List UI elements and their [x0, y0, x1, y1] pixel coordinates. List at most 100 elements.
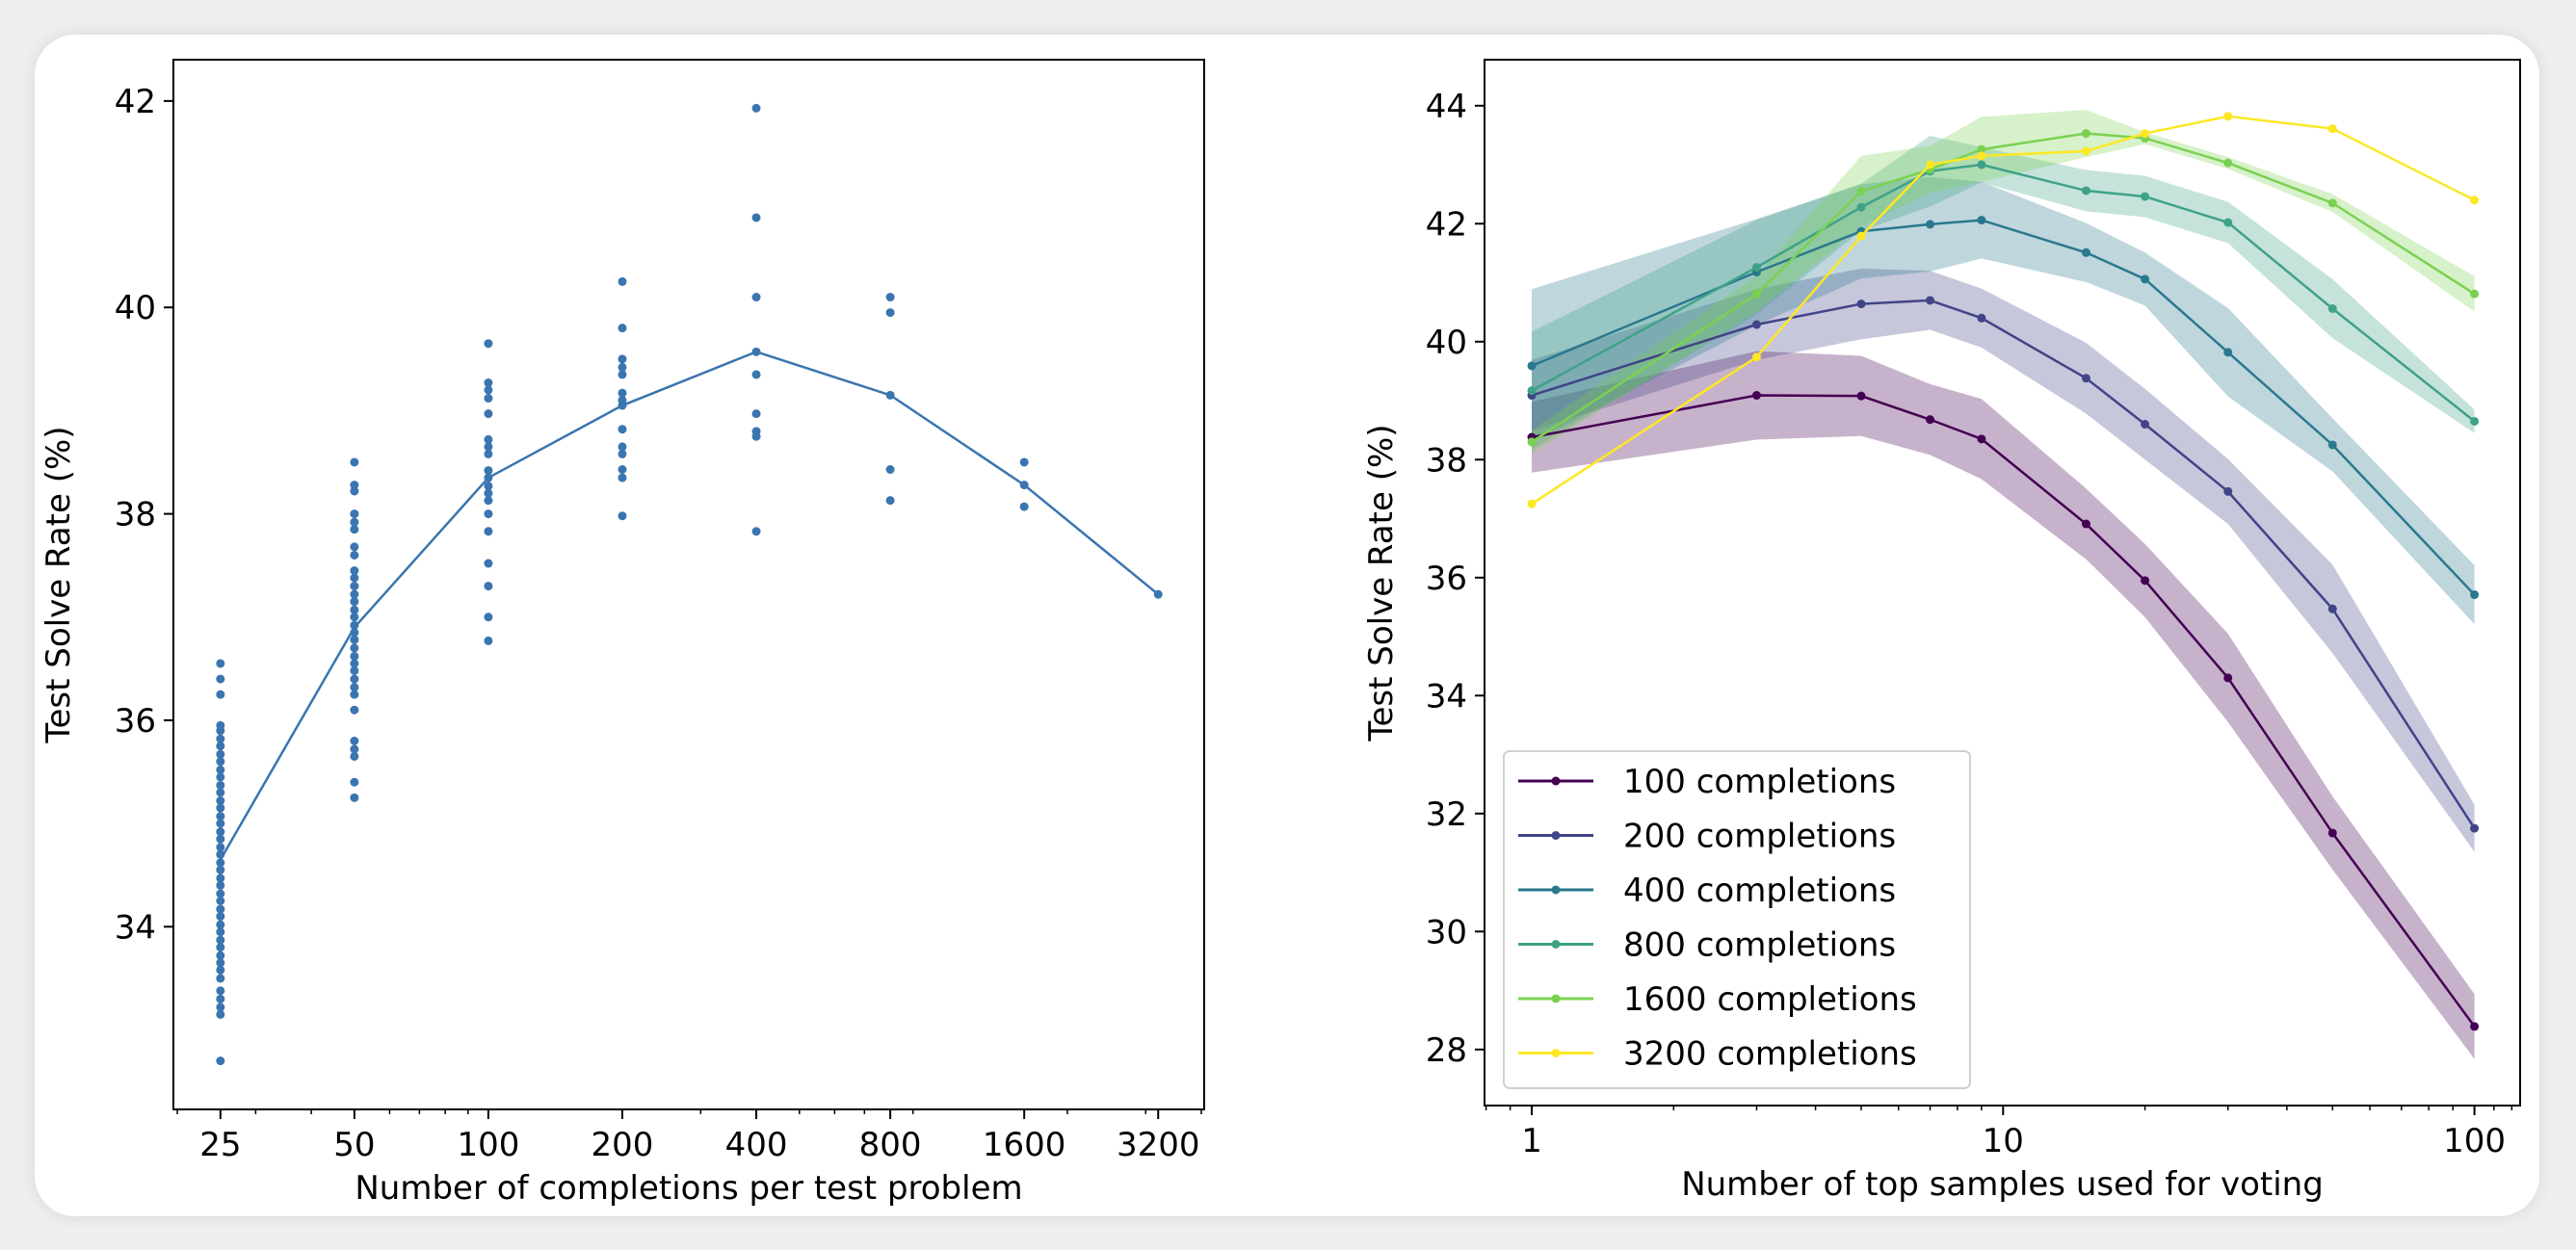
scatter-point [216, 935, 225, 945]
series-point [1977, 216, 1986, 225]
scatter-point [350, 777, 359, 787]
series-point [2327, 604, 2337, 613]
x-axis-label: Number of top samples used for voting [1681, 1165, 2324, 1204]
scatter-point [216, 749, 225, 759]
y-tick-label: 34 [115, 908, 156, 947]
series-line [1531, 163, 2476, 423]
series-point [2081, 519, 2090, 529]
scatter-point [751, 409, 761, 419]
scatter-point [216, 659, 225, 668]
figure-card [35, 35, 2539, 1216]
axes-frame [172, 59, 1205, 1110]
scatter-point [618, 425, 627, 434]
scatter-point [751, 103, 761, 113]
scatter-point [618, 511, 627, 521]
series-point [1527, 437, 1537, 447]
scatter-point [350, 509, 359, 519]
scatter-point [618, 370, 627, 379]
legend-marker [1551, 940, 1561, 949]
scatter-point [350, 582, 359, 591]
scatter-point [751, 293, 761, 302]
series-point [2141, 274, 2150, 284]
legend-label: 200 completions [1623, 818, 1896, 856]
series-point [2327, 198, 2337, 208]
y-tick-label: 42 [115, 83, 156, 121]
series-point [1751, 320, 1761, 329]
scatter-point [216, 927, 225, 937]
y-tick-label: 36 [115, 702, 156, 741]
scatter-point [484, 409, 493, 419]
x-tick-label: 400 [725, 1126, 788, 1164]
scatter-point [216, 780, 225, 790]
scatter-point [350, 620, 359, 630]
scatter-point [484, 559, 493, 568]
scatter-point [216, 690, 225, 699]
scatter-point [350, 651, 359, 661]
series-line [1531, 132, 2476, 443]
scatter-point [350, 573, 359, 583]
series-point [1926, 160, 1935, 169]
y-tick-label: 38 [1426, 441, 1467, 480]
y-tick-label: 40 [1426, 324, 1467, 362]
scatter-point [350, 659, 359, 668]
x-tick-label: 25 [199, 1126, 241, 1164]
legend: 100 completions 200 completions 400 comple… [1503, 750, 1971, 1089]
scatter-point [216, 812, 225, 821]
scatter-point [216, 865, 225, 874]
legend-label: 400 completions [1623, 872, 1896, 910]
scatter-point [350, 665, 359, 675]
scatter-point [484, 385, 493, 395]
scatter-point [350, 597, 359, 607]
scatter-point [216, 873, 225, 883]
series-point [2327, 303, 2337, 313]
scatter-point [484, 434, 493, 444]
series-point [2223, 348, 2233, 357]
scatter-point [484, 466, 493, 476]
scatter-point [216, 889, 225, 898]
mean-line [219, 350, 1160, 861]
scatter-point [216, 788, 225, 797]
confidence-band [1532, 136, 2475, 450]
scatter-point [216, 742, 225, 751]
series-point [1751, 352, 1761, 362]
series-point [1977, 434, 1986, 444]
series-point [2081, 186, 2090, 195]
legend-label: 1600 completions [1623, 980, 1917, 1019]
scatter-point [618, 354, 627, 364]
scatter-point [484, 612, 493, 622]
scatter-point [350, 612, 359, 622]
series-point [1527, 386, 1537, 396]
y-tick-label: 32 [1426, 795, 1467, 834]
x-tick-label: 800 [859, 1126, 922, 1164]
series-point [1977, 151, 1986, 161]
scatter-point [618, 449, 627, 458]
series-point [1926, 296, 1935, 305]
scatter-point [216, 803, 225, 813]
scatter-point [618, 362, 627, 372]
scatter-point [216, 858, 225, 868]
y-axis-label: Test Solve Rate (%) [39, 426, 78, 743]
legend-marker [1551, 831, 1561, 840]
confidence-band [1532, 351, 2475, 1059]
series-point [2141, 576, 2150, 586]
scatter-point [751, 527, 761, 536]
scatter-point [216, 1009, 225, 1019]
scatter-point [216, 819, 225, 828]
scatter-point [216, 772, 225, 782]
series-point [1977, 160, 1986, 169]
series-point [2470, 823, 2480, 833]
scatter-point [216, 674, 225, 684]
series-point [2327, 124, 2337, 134]
scatter-point [216, 897, 225, 906]
scatter-point [350, 605, 359, 614]
series-point [1751, 289, 1761, 299]
x-axis-label: Number of completions per test problem [355, 1169, 1022, 1208]
scatter-point [751, 431, 761, 441]
series-point [2081, 247, 2090, 257]
scatter-point [484, 527, 493, 536]
scatter-point [885, 293, 895, 302]
series-point [1856, 202, 1866, 212]
series-line [1531, 219, 2476, 596]
scatter-point [350, 550, 359, 560]
scatter-point [618, 442, 627, 452]
